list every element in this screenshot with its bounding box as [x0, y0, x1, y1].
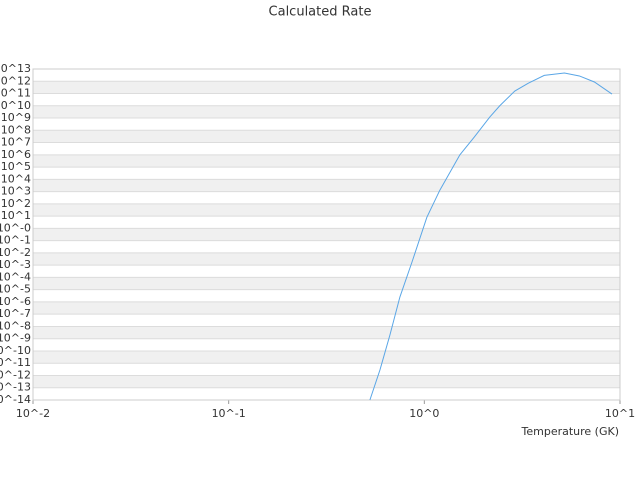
y-tick-label: 10^-12 — [0, 368, 31, 381]
y-tick-label: 10^-7 — [0, 307, 31, 320]
x-tick-label: 10^0 — [409, 407, 439, 420]
y-tick-label: 10^-8 — [0, 319, 31, 332]
x-tick-label: 10^1 — [605, 407, 635, 420]
x-tick-label: 10^-1 — [212, 407, 246, 420]
line — [369, 72, 613, 401]
y-tick-label: 10^2 — [1, 197, 31, 210]
y-tick-label: 10^9 — [1, 111, 31, 124]
y-tick-label: 10^-2 — [0, 246, 31, 259]
y-tick-label: 10^11 — [0, 87, 31, 100]
grid-band — [33, 179, 620, 192]
grid-band — [33, 277, 620, 290]
y-tick-label: 10^7 — [1, 136, 31, 149]
y-tick-label: 10^-9 — [0, 332, 31, 345]
grid-band — [33, 375, 620, 388]
plot-frame — [32, 68, 621, 401]
grid-band — [33, 105, 620, 119]
y-tick-label: 10^-11 — [0, 356, 31, 369]
y-tick-label: 10^-13 — [0, 381, 31, 394]
grid-band — [33, 154, 620, 168]
grid-band — [33, 301, 620, 315]
y-tick-label: 10^-1 — [0, 234, 31, 247]
grid-band — [33, 228, 620, 241]
y-tick-label: 10^10 — [0, 99, 31, 112]
y-tick-label: 10^8 — [1, 123, 31, 136]
y-tick-label: 10^-3 — [0, 258, 31, 271]
y-tick-label: 10^3 — [1, 185, 31, 198]
grid-band — [33, 81, 620, 94]
y-tick-label: 10^5 — [1, 160, 31, 173]
grid-band — [33, 203, 620, 217]
chart-title: Calculated Rate — [269, 5, 372, 20]
grid-band — [33, 326, 620, 339]
grid-band — [33, 130, 620, 143]
y-tick-label: 10^4 — [1, 172, 31, 185]
y-tick-label: 10^-6 — [0, 295, 31, 308]
x-tick-label: 10^-2 — [16, 407, 50, 420]
y-tick-label: 10^-4 — [0, 270, 31, 283]
y-tick-label: 10^13 — [0, 62, 31, 75]
grid-band — [33, 350, 620, 364]
x-axis-label: Temperature (GK) — [521, 425, 620, 438]
y-tick-label: 10^-5 — [0, 283, 31, 296]
y-tick-label: 10^-0 — [0, 221, 31, 234]
y-tick-label: 10^12 — [0, 74, 31, 87]
grid-band — [33, 252, 620, 266]
y-tick-label: 10^-10 — [0, 344, 31, 357]
y-tick-label: 10^6 — [1, 148, 31, 161]
y-tick-label: 10^1 — [1, 209, 31, 222]
y-tick-label: 10^-14 — [0, 393, 31, 406]
